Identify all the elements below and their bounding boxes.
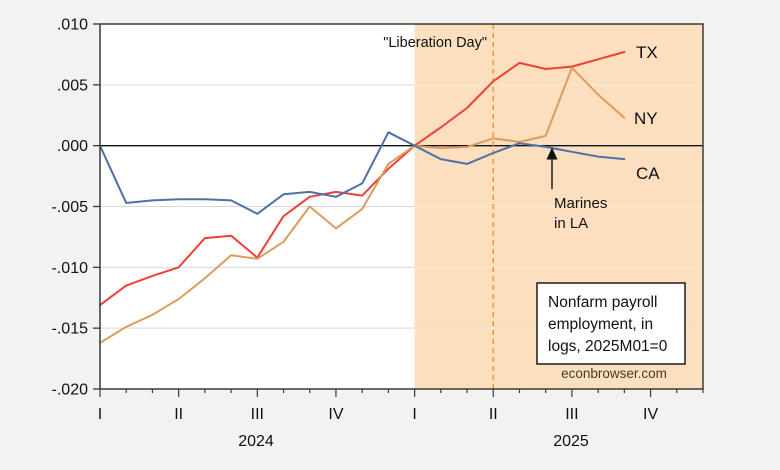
marines-arrow-icon bbox=[546, 147, 558, 189]
econbrowser-credit: econbrowser.com bbox=[561, 366, 667, 381]
liberation-day-label: "Liberation Day" bbox=[383, 35, 487, 51]
line-ca bbox=[99, 131, 626, 215]
line-ny bbox=[99, 66, 626, 344]
y-tick-label: .010 bbox=[57, 17, 88, 34]
series-label-tx: TX bbox=[636, 43, 658, 62]
y-tick-label: -.005 bbox=[52, 199, 89, 216]
marines-annotation-line1: Marines bbox=[554, 195, 607, 212]
y-tick-label: .000 bbox=[57, 138, 88, 155]
year-label: 2025 bbox=[553, 433, 589, 450]
quarter-label: IV bbox=[643, 406, 658, 423]
y-tick-label: -.010 bbox=[52, 260, 89, 277]
series-label-ca: CA bbox=[636, 164, 660, 183]
line-tx bbox=[99, 51, 626, 307]
note-box-line3: logs, 2025M01=0 bbox=[548, 338, 668, 355]
y-axis-labels: .010 .005 .000 -.005 -.010 -.015 -.020 bbox=[52, 17, 89, 399]
quarter-label: I bbox=[98, 406, 102, 423]
y-tick-label: -.015 bbox=[52, 321, 89, 338]
year-label: 2024 bbox=[238, 433, 274, 450]
quarter-label: II bbox=[174, 406, 183, 423]
axis-ticks bbox=[93, 23, 704, 397]
note-box-line2: employment, in bbox=[548, 316, 653, 333]
y-tick-label: -.020 bbox=[52, 382, 89, 399]
note-box-line1: Nonfarm payroll bbox=[548, 294, 657, 311]
note-box bbox=[536, 282, 686, 365]
quarter-label: IV bbox=[328, 406, 343, 423]
quarter-label: III bbox=[565, 406, 578, 423]
series-lines bbox=[99, 51, 626, 344]
series-label-ny: NY bbox=[634, 109, 658, 128]
y-tick-label: .005 bbox=[57, 77, 88, 94]
quarter-label: I bbox=[412, 406, 416, 423]
quarter-label: III bbox=[251, 406, 264, 423]
marines-annotation-line2: in LA bbox=[554, 215, 588, 232]
quarter-label: II bbox=[489, 406, 498, 423]
